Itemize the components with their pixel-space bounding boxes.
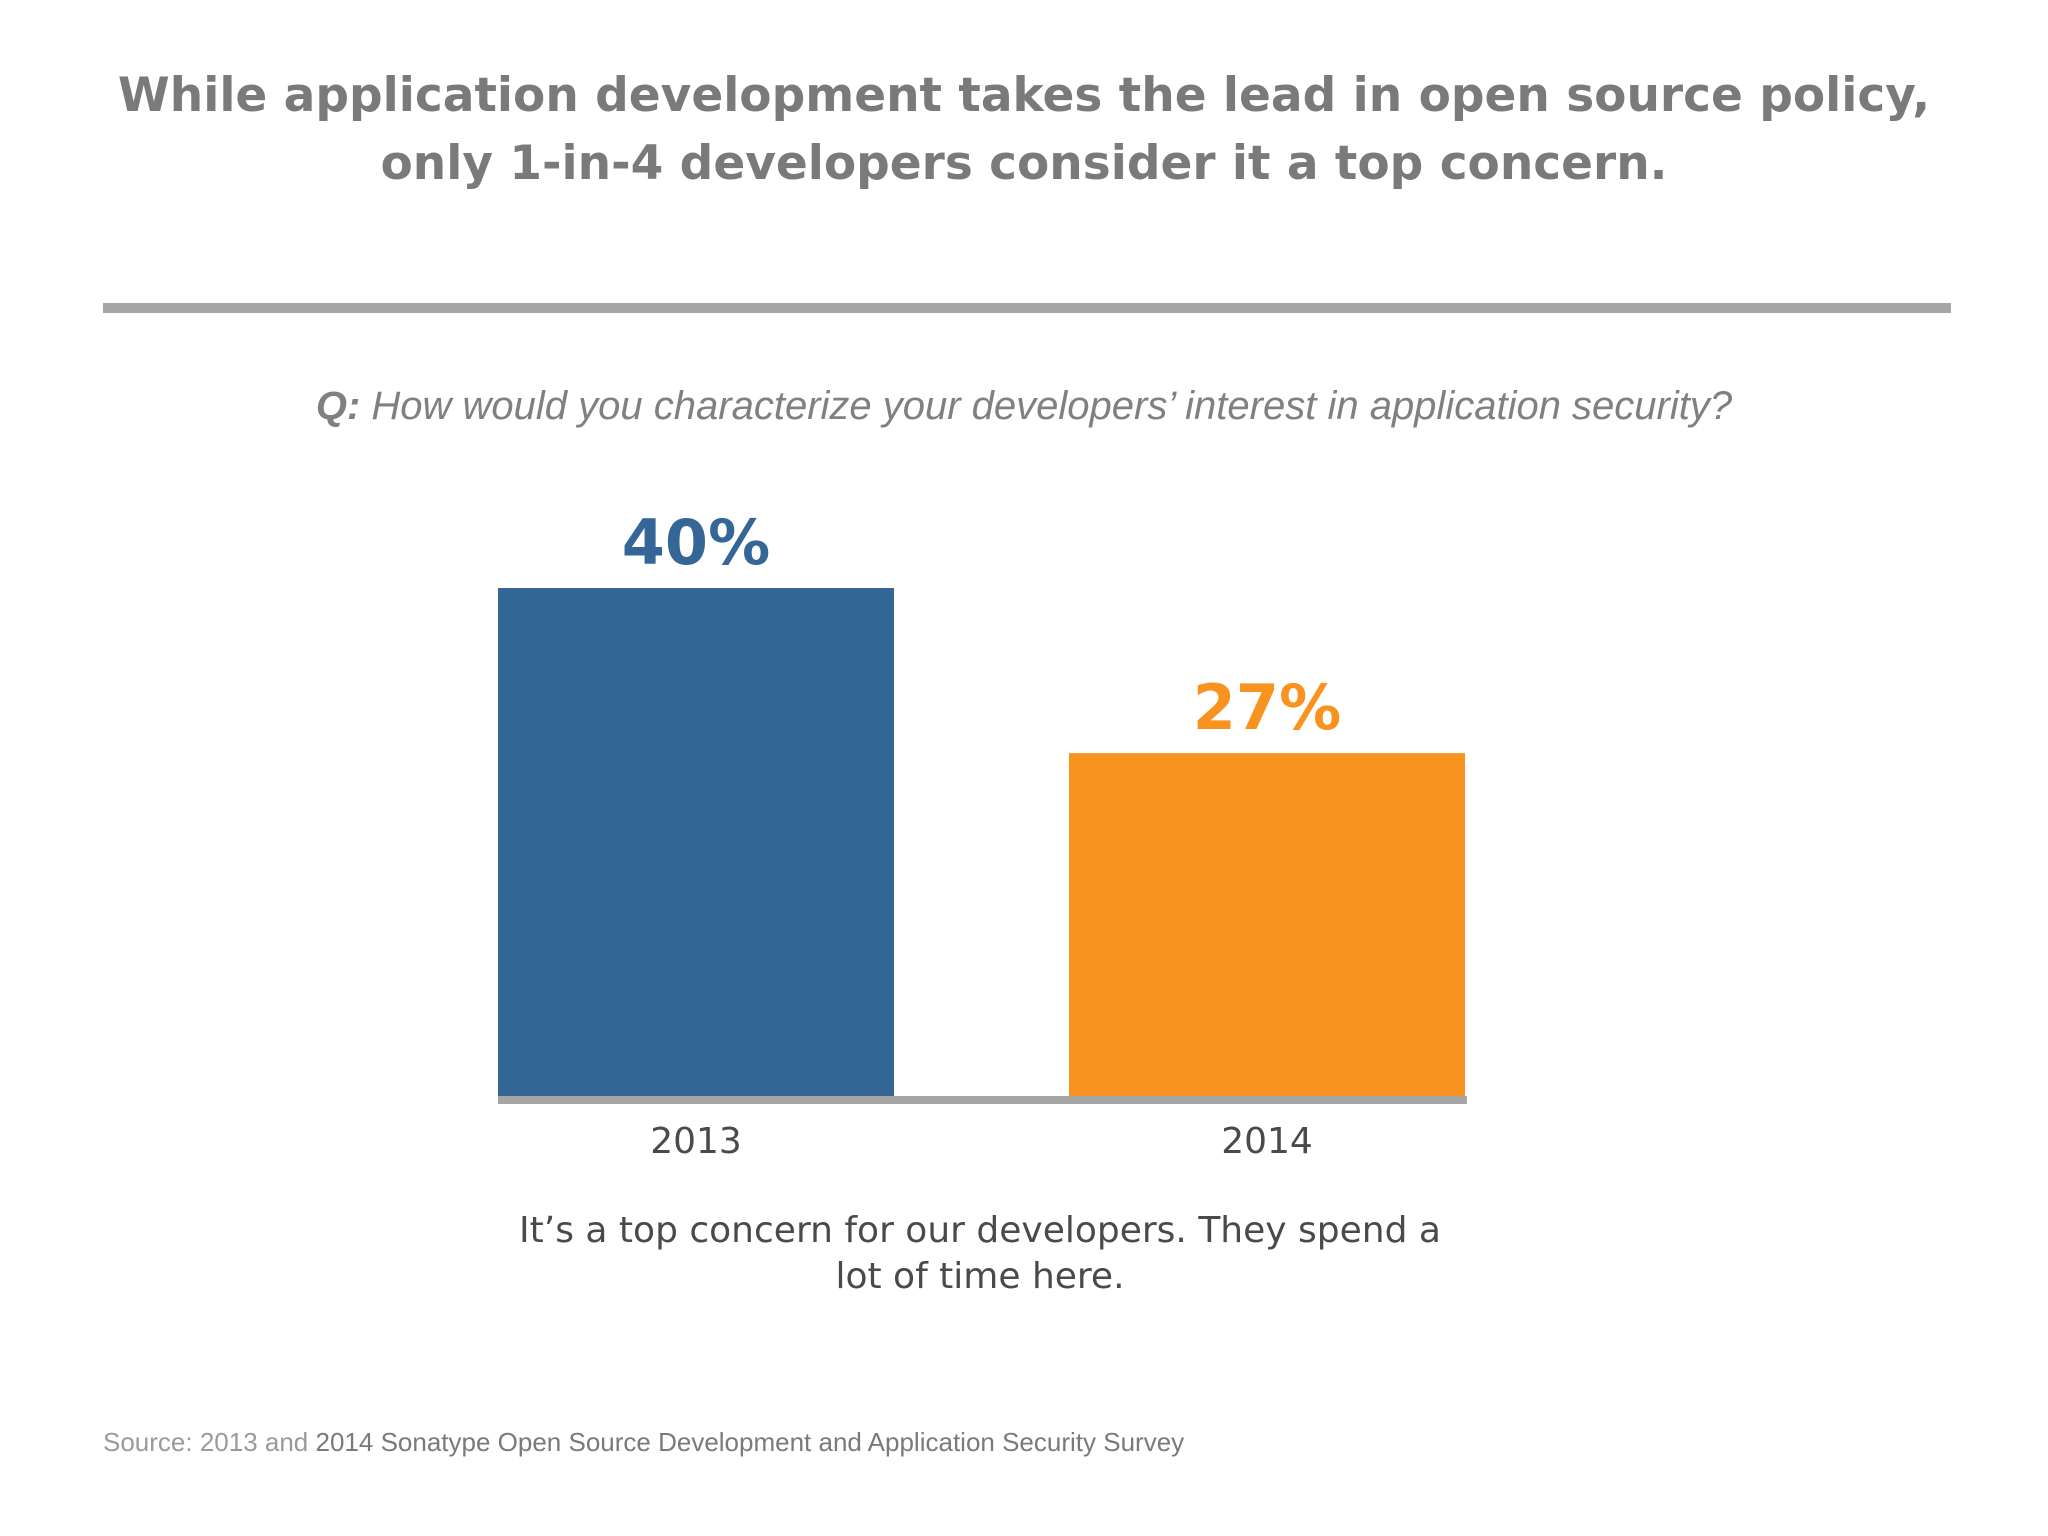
title-divider [103,303,1951,313]
x-tick-label-2014: 2014 [1221,1121,1313,1162]
chart-title-line-2: only 1-in-4 developers consider it a top… [380,136,1668,191]
source-prefix: Source: 2013 and [103,1427,316,1457]
chart-title-line-1: While application development takes the … [117,68,1931,123]
bar-2013 [498,588,894,1096]
chart-caption: It’s a top concern for our developers. T… [480,1208,1480,1300]
bar-2014 [1069,753,1465,1096]
x-tick-label-2013: 2013 [650,1121,742,1162]
source-survey-name: 2014 Sonatype Open Source Development an… [315,1427,1185,1457]
survey-question: Q: How would you characterize your devel… [0,378,2048,434]
data-label-2014: 27% [1193,671,1341,744]
data-label-2013: 40% [622,506,770,579]
chart-caption-line-1: It’s a top concern for our developers. T… [519,1210,1441,1251]
source-note: Source: 2013 and 2014 Sonatype Open Sour… [103,1425,1184,1459]
chart-title: While application development takes the … [0,62,2048,198]
chart-caption-line-2: lot of time here. [835,1256,1125,1297]
question-text: How would you characterize your develope… [360,384,1733,428]
x-axis-line [498,1096,1467,1104]
question-prefix: Q: [315,384,361,428]
